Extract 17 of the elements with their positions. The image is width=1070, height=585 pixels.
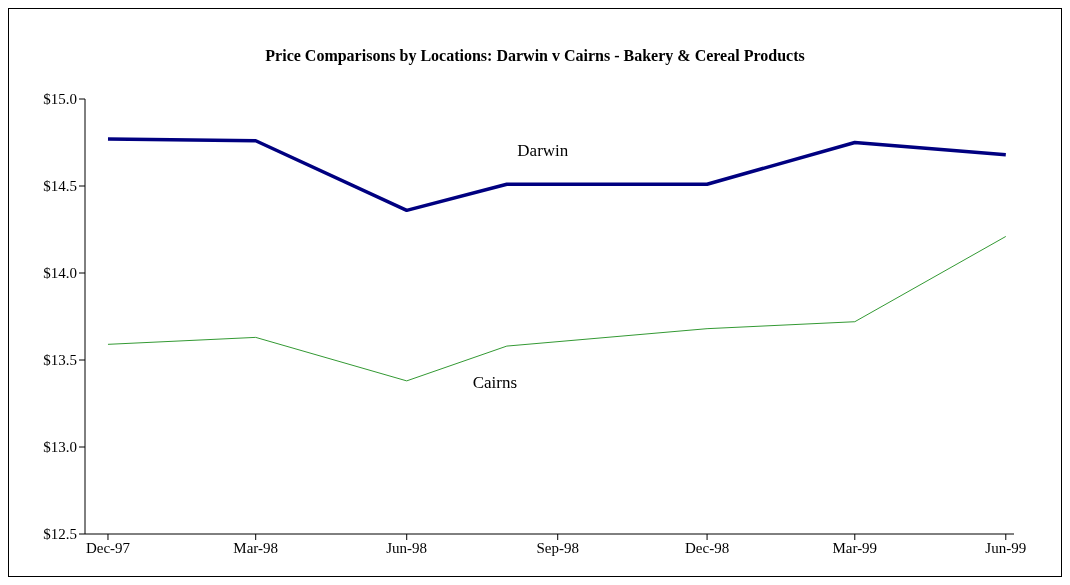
y-tick-label: $13.0 (43, 439, 77, 456)
x-tick-label: Jun-98 (386, 539, 428, 556)
y-tick-label: $14.5 (43, 178, 77, 195)
y-tick-label: $14.0 (43, 265, 77, 282)
x-tick-label: Sep-98 (536, 539, 579, 556)
x-tick-label: Jun-99 (985, 539, 1027, 556)
series-label: Cairns (472, 373, 518, 393)
x-tick-label: Dec-98 (684, 539, 730, 556)
y-tick-label: $13.5 (43, 352, 77, 369)
y-tick-label: $15.0 (43, 91, 77, 108)
x-tick-label: Dec-97 (85, 539, 131, 556)
series-label: Darwin (517, 141, 569, 161)
line-series (106, 137, 1008, 213)
chart-title: Price Comparisons by Locations: Darwin v Cairns - Bakery & Cereal Products (264, 47, 806, 65)
y-tick-label: $12.5 (43, 526, 77, 543)
x-tick-label: Mar-99 (832, 539, 878, 556)
x-tick-label: Mar-98 (233, 539, 279, 556)
